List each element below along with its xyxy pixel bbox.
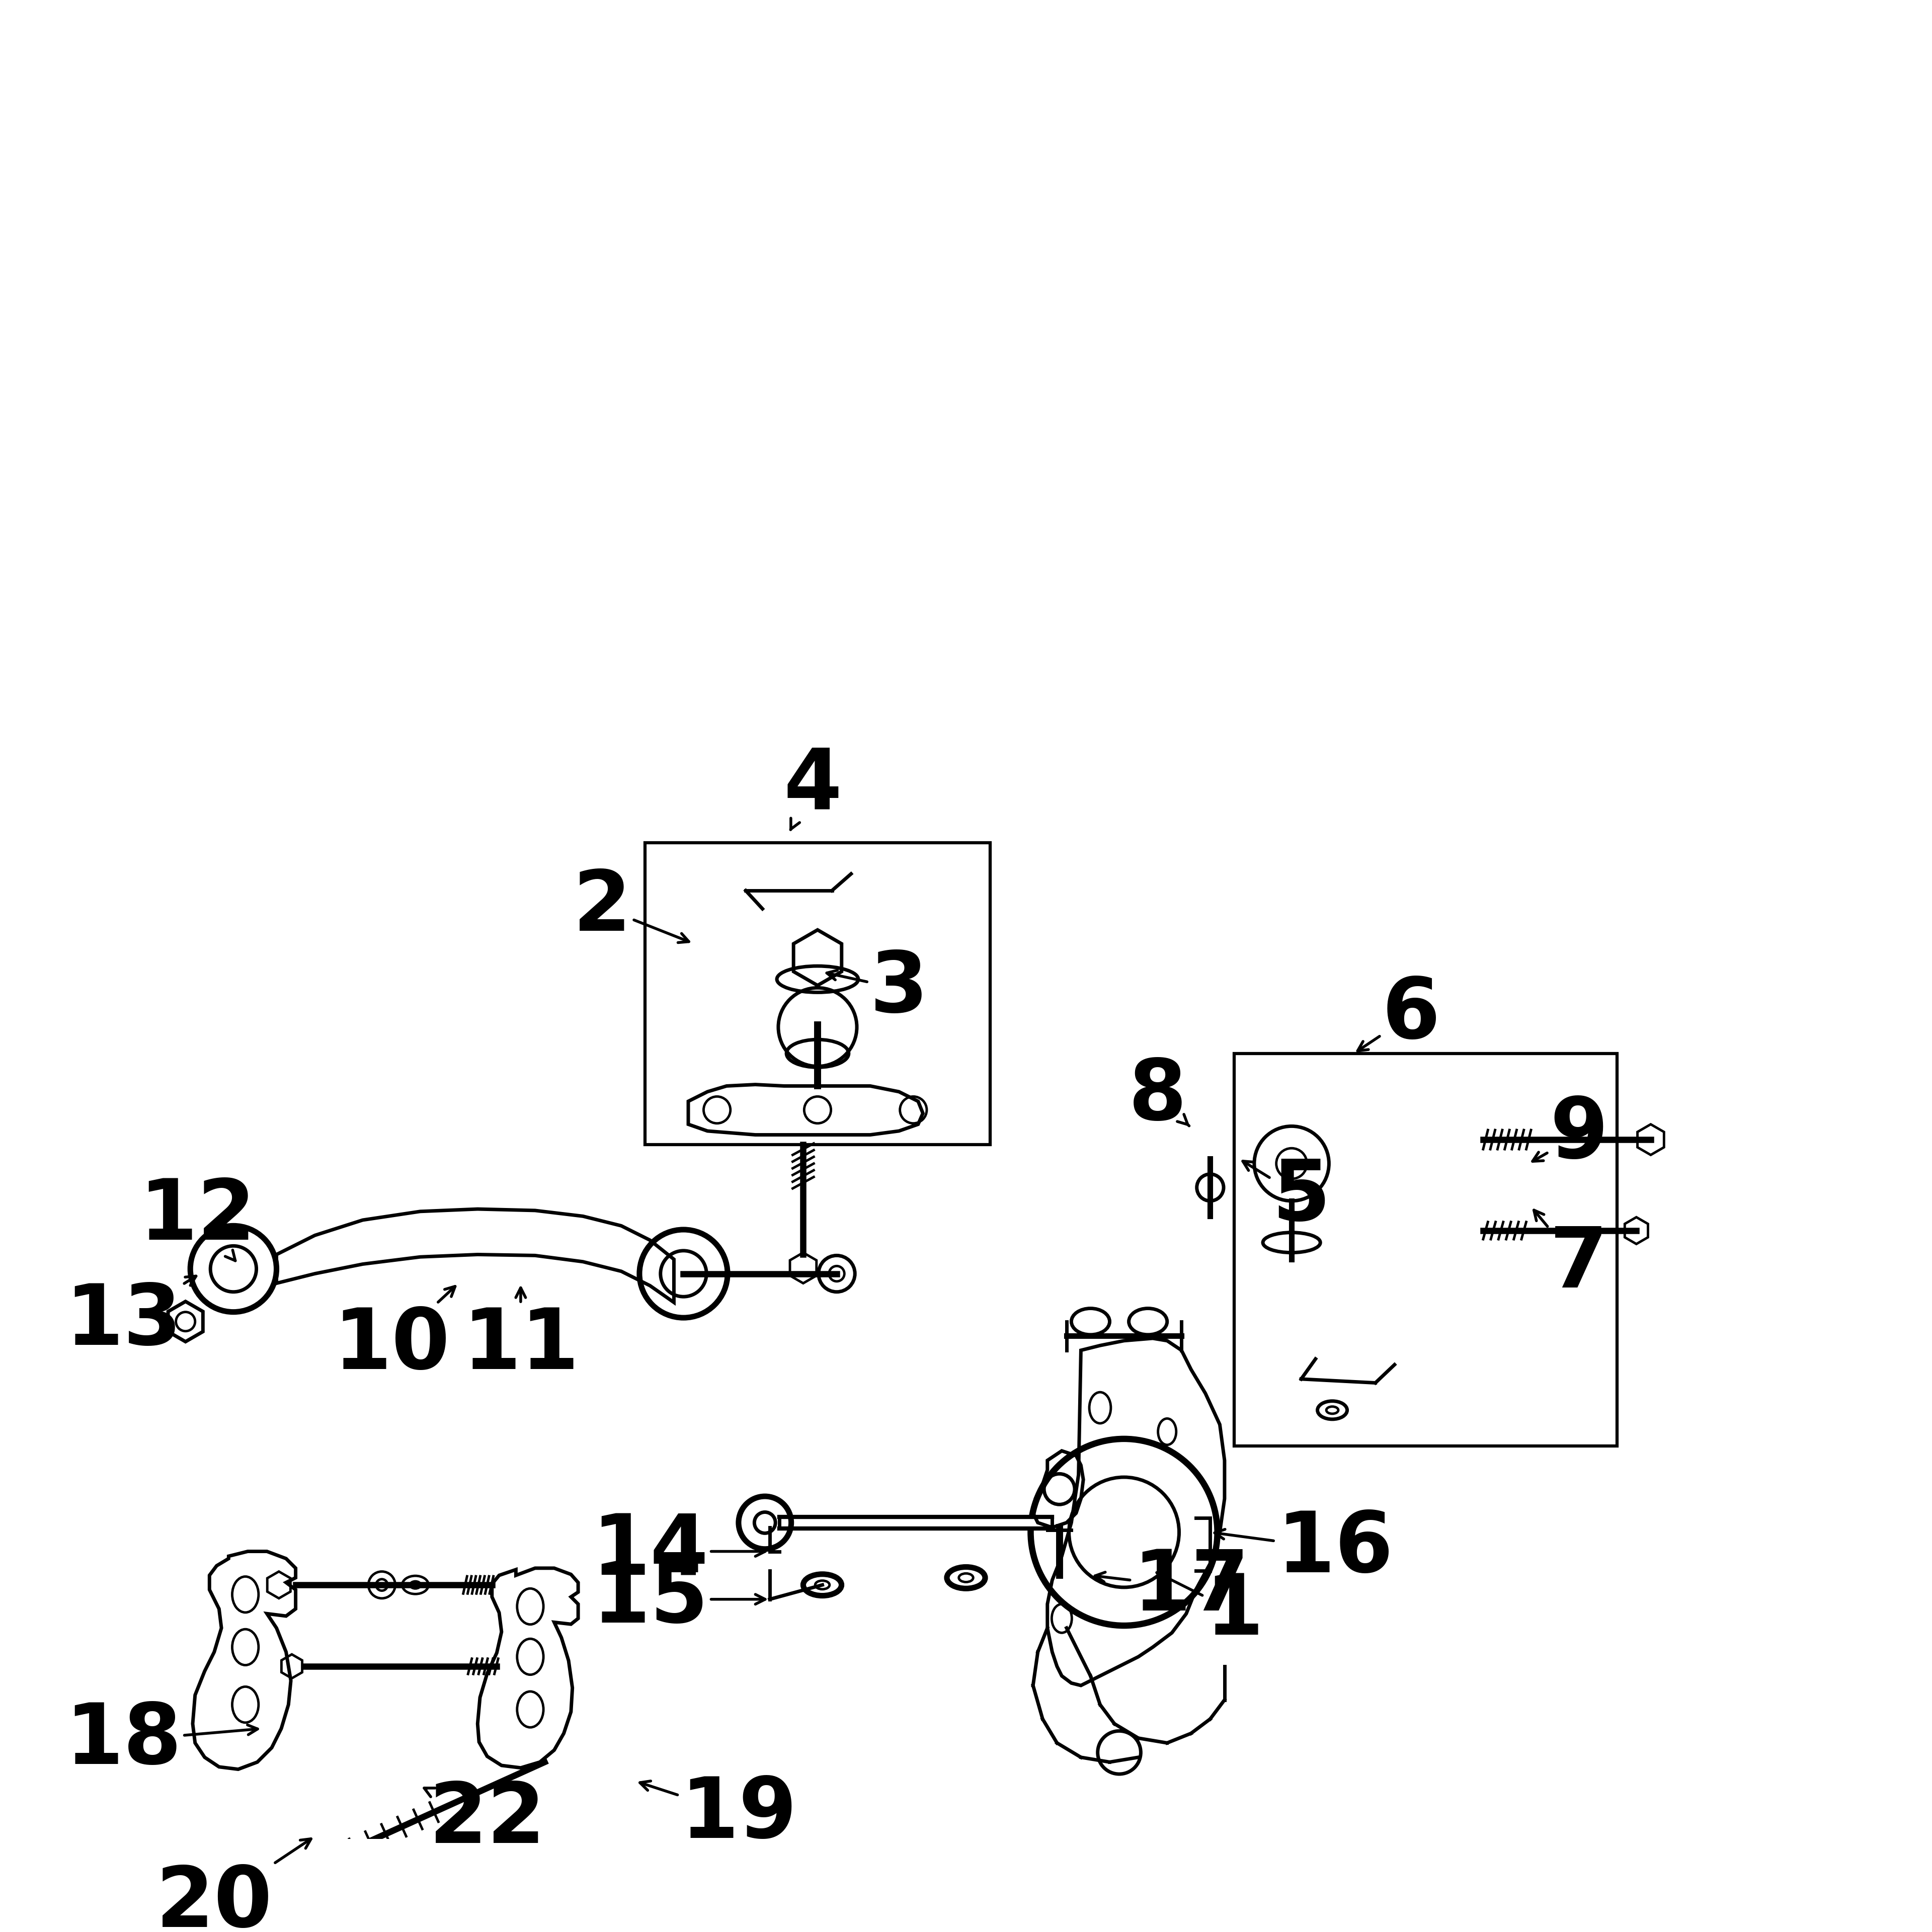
Text: 22: 22	[425, 1779, 545, 1861]
Text: 10: 10	[332, 1287, 456, 1387]
Text: 3: 3	[827, 949, 927, 1030]
Polygon shape	[779, 1517, 1053, 1528]
Text: 6: 6	[1358, 974, 1441, 1057]
Bar	[645, 842, 989, 1144]
Text: 5: 5	[1242, 1155, 1331, 1238]
Text: 16: 16	[1215, 1509, 1393, 1590]
Text: 8: 8	[1128, 1055, 1190, 1138]
Bar	[1235, 1053, 1617, 1445]
Text: 20: 20	[156, 1839, 311, 1932]
Text: 18: 18	[66, 1700, 257, 1781]
Text: 4: 4	[784, 744, 842, 829]
Text: 9: 9	[1532, 1094, 1607, 1177]
Text: 14: 14	[591, 1511, 765, 1592]
Text: 19: 19	[639, 1774, 796, 1857]
Text: 15: 15	[591, 1559, 765, 1640]
Text: 2: 2	[574, 866, 690, 949]
Text: 17: 17	[1095, 1546, 1250, 1629]
Text: 11: 11	[462, 1289, 580, 1387]
Text: 13: 13	[66, 1275, 195, 1362]
Text: 1: 1	[1157, 1571, 1264, 1652]
Text: 12: 12	[139, 1175, 255, 1262]
Text: 7: 7	[1534, 1209, 1607, 1306]
